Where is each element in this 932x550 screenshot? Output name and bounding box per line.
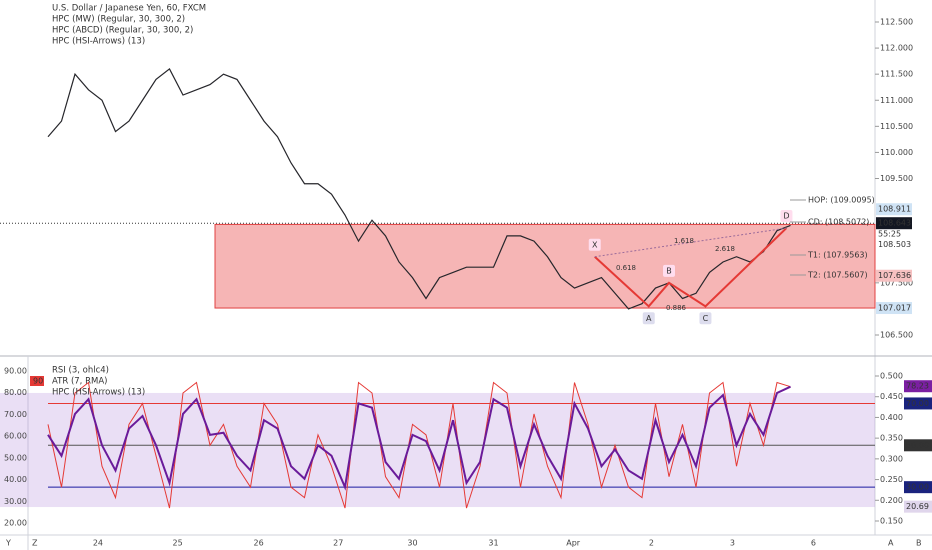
rsi-badge-label: 70.00 <box>906 399 929 408</box>
y-tick-label: 112.500 <box>880 18 913 27</box>
x-tick-label: 25 <box>173 539 183 548</box>
legend-text: HPC (HSI-Arrows) (13) <box>52 37 145 47</box>
price-badge-label: 107.636 <box>878 271 911 280</box>
y-tick-label: 107.500 <box>880 278 913 287</box>
rsi-right-label: 0.450 <box>880 392 903 401</box>
pattern-label-box <box>780 210 793 223</box>
rsi-left-tick: 40.00 <box>4 475 27 484</box>
rsi-badge-label: 78.23 <box>906 382 929 391</box>
legend-text: HPC (MW) (Regular, 30, 300, 2) <box>52 15 185 25</box>
rsi-left-tick: 60.00 <box>4 432 27 441</box>
rsi-badge-label: 20.69 <box>906 502 929 511</box>
price-line <box>47 68 791 310</box>
price-badge-label: 108.503 <box>878 240 911 249</box>
rsi-right-label: 0.350 <box>880 434 903 443</box>
level-badge-box <box>30 376 44 386</box>
price-badge-label: 108.911 <box>878 205 911 214</box>
rsi-badge <box>904 439 932 452</box>
price-badge <box>876 269 912 282</box>
y-tick-label: 109.500 <box>880 174 913 183</box>
x-tick-label: 27 <box>333 539 343 548</box>
corner-label: Y <box>5 539 11 548</box>
rsi-left-tick: 90.00 <box>4 367 27 376</box>
pattern-label: D <box>783 212 789 221</box>
ratio-label: 0.886 <box>666 304 687 312</box>
y-tick-label: 112.000 <box>880 44 913 53</box>
corner-label: Z <box>32 539 38 548</box>
rsi-badge <box>904 481 932 494</box>
target-label: HOP: (109.0095) <box>808 196 875 205</box>
rsi-line <box>47 381 791 509</box>
pattern-label-box <box>699 312 712 325</box>
rsi-right-label: 0.500 <box>880 372 903 381</box>
ratio-label: 1.618 <box>674 237 694 245</box>
rsi-legend: RSI (3, ohlc4) <box>52 366 109 376</box>
ratio-label: 0.618 <box>616 264 636 272</box>
target-label: T1: (107.9563) <box>807 251 868 260</box>
ratio-label: 2.618 <box>715 245 735 253</box>
rsi-right-label: 0.300 <box>880 454 903 463</box>
pattern-label: A <box>646 314 652 323</box>
rsi-left-tick: 80.00 <box>4 388 27 397</box>
target-label: CD: (108.5072) <box>808 218 869 227</box>
pattern-label-box <box>588 238 601 251</box>
legend-text: HPC (ABCD) (Regular, 30, 300, 2) <box>52 26 193 36</box>
price-badge <box>876 302 912 315</box>
x-tick-label: 2 <box>649 539 654 548</box>
rsi-badge-label: 50.00 <box>906 441 929 450</box>
x-tick-label: 26 <box>254 539 264 548</box>
pattern-label-box <box>663 264 675 277</box>
pattern-label: X <box>592 240 598 249</box>
corner-label: A <box>888 539 894 548</box>
pattern-line <box>594 227 788 308</box>
price-badge-label: 107.017 <box>878 304 911 313</box>
y-tick-label: 111.000 <box>880 96 913 105</box>
rsi-right-label: 0.150 <box>880 517 903 526</box>
y-tick-label: 110.500 <box>880 122 913 131</box>
price-badge <box>876 203 912 216</box>
rsi-left-tick: 30.00 <box>4 497 27 506</box>
rsi-right-label: 0.250 <box>880 475 903 484</box>
y-tick-label: 110.000 <box>880 148 913 157</box>
rsi-right-label: 0.400 <box>880 413 903 422</box>
pattern-label-box <box>642 312 655 325</box>
target-label: T2: (107.5607) <box>807 271 868 280</box>
zone <box>214 223 876 309</box>
x-tick-label: 24 <box>93 539 103 548</box>
rsi-badge <box>904 397 932 410</box>
countdown: 55:25 <box>878 230 901 239</box>
x-tick-label: 6 <box>811 539 816 548</box>
rsi-right-label: 0.200 <box>880 496 903 505</box>
legend-text: U.S. Dollar / Japanese Yen, 60, FXCM <box>52 4 206 14</box>
rsi-badge <box>904 500 932 513</box>
pattern-leg <box>594 227 787 258</box>
rsi-left-tick: 20.00 <box>4 519 27 528</box>
y-tick-label: 111.500 <box>880 70 913 79</box>
y-tick-label: 106.500 <box>880 331 913 340</box>
level-badge: 90 <box>33 377 43 386</box>
price-badge <box>876 217 912 230</box>
rsi-legend: HPC (HSI-Arrows) (13) <box>52 388 145 398</box>
rsi-left-tick: 50.00 <box>4 453 27 462</box>
x-tick-label: 3 <box>730 539 735 548</box>
price-badge-label: 108.643 <box>878 219 911 228</box>
corner-label: B <box>916 539 922 548</box>
x-tick-label: 30 <box>407 539 417 548</box>
rsi-badge <box>904 380 932 393</box>
pattern-label: C <box>703 314 709 323</box>
rsi-band <box>0 392 875 508</box>
rsi-line <box>47 385 791 491</box>
rsi-badge-label: 30.00 <box>906 483 929 492</box>
price-badge <box>876 238 912 251</box>
rsi-legend: ATR (7, RMA) <box>52 377 107 387</box>
x-tick-label: Apr <box>566 539 581 548</box>
rsi-left-tick: 70.00 <box>4 410 27 419</box>
pattern-label: B <box>666 266 672 275</box>
x-tick-label: 31 <box>488 539 498 548</box>
